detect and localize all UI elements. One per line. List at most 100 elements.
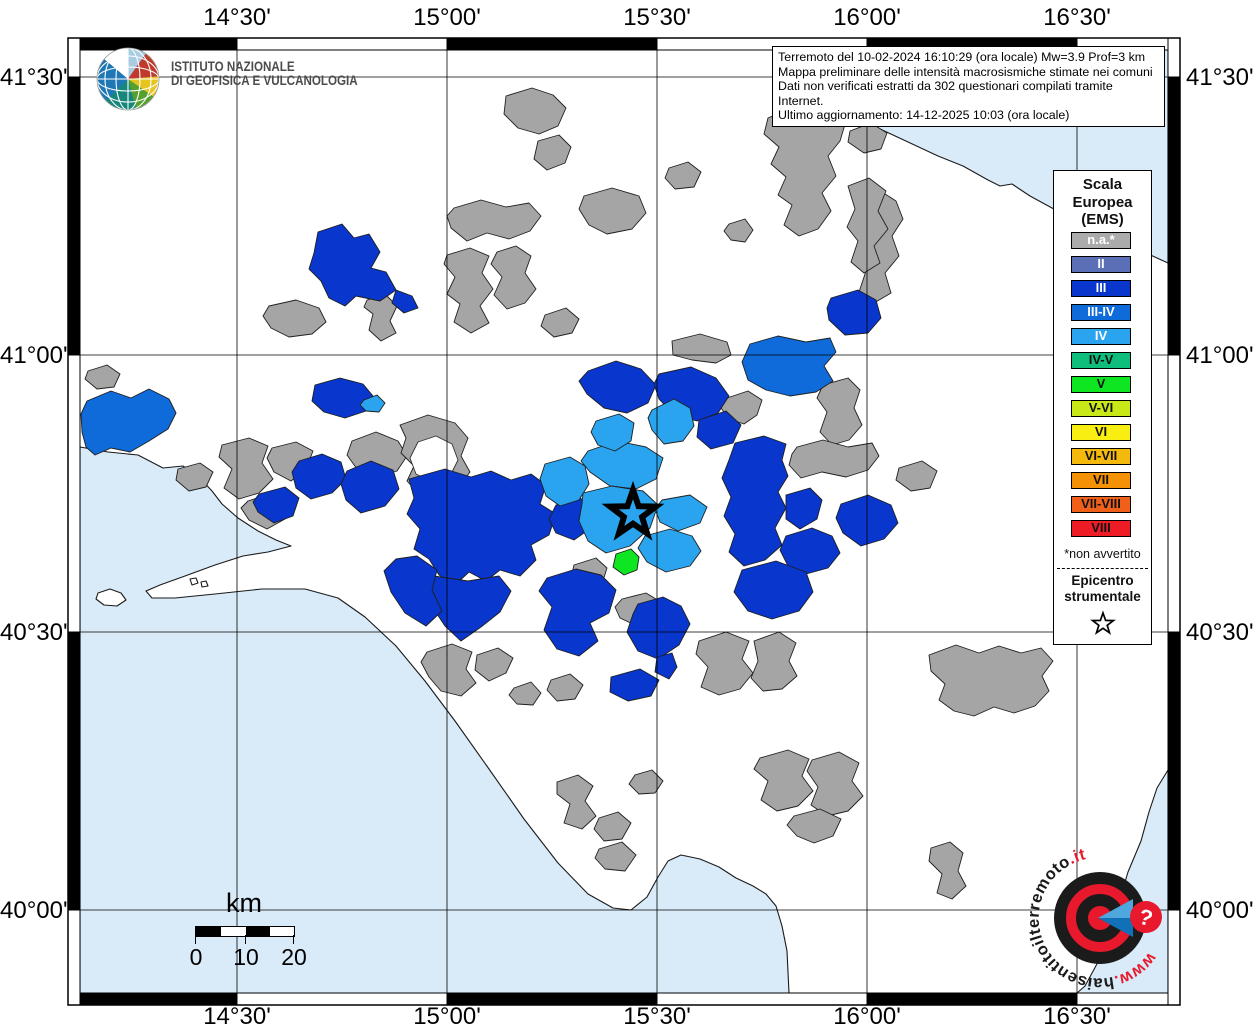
- muni-na: [806, 751, 864, 817]
- muni-na: [628, 769, 664, 795]
- scale-number: 20: [281, 944, 307, 970]
- muni-na: [786, 808, 842, 844]
- muni-iii: [291, 453, 347, 500]
- epicenter-star: [601, 480, 665, 541]
- x-axis-label-bottom: 16°00': [833, 1003, 901, 1024]
- muni-na: [594, 841, 637, 872]
- muni-iii: [538, 568, 617, 657]
- islet-1: [189, 577, 199, 586]
- y-axis-label-right: 40°30': [1186, 619, 1254, 646]
- legend-item-iii: III: [1054, 277, 1151, 301]
- frame-band: [67, 37, 81, 78]
- muni-na: [928, 841, 967, 900]
- muni-na: [503, 87, 567, 135]
- legend-item-v: V: [1054, 373, 1151, 397]
- ingv-globe-icon: [96, 47, 160, 111]
- muni-na: [218, 437, 274, 500]
- legend: Scala Europea (EMS) n.a.* II III III-IV IV IV…: [1053, 170, 1152, 645]
- question-mark: ?: [1136, 904, 1155, 932]
- legend-swatch: III: [1071, 279, 1131, 297]
- muni-na: [671, 333, 732, 364]
- x-axis-label-bottom: 14°30': [203, 1003, 271, 1024]
- legend-title-line: (EMS): [1081, 211, 1124, 228]
- muni-na: [508, 681, 542, 706]
- muni-iv: [359, 394, 386, 413]
- frame-band: [1167, 37, 1181, 78]
- x-axis-label-top: 15°30': [623, 4, 691, 31]
- muni-na: [846, 177, 889, 274]
- muni-na: [546, 673, 584, 702]
- y-axis-label-left: 41°00': [0, 342, 68, 369]
- legend-item-vii: VII: [1054, 469, 1151, 493]
- info-box: Terremoto del 10-02-2024 16:10:29 (ora l…: [772, 46, 1165, 127]
- muni-iii: [696, 410, 742, 450]
- muni-na: [84, 364, 121, 390]
- muni-na: [788, 439, 880, 479]
- frame-band: [1167, 354, 1181, 633]
- question-badge: [1130, 901, 1162, 933]
- frame-band: [67, 909, 81, 1006]
- legend-item-iv: IV: [1054, 325, 1151, 349]
- map-frame: [67, 37, 1181, 1006]
- epicenter-label-line: Epicentro: [1071, 572, 1134, 588]
- muni-na: [895, 460, 938, 492]
- legend-swatch: V: [1071, 375, 1131, 393]
- muni-na: [533, 134, 572, 171]
- scale-segment: [196, 927, 221, 936]
- muni-iii: [578, 360, 657, 414]
- muni-iv: [654, 494, 708, 532]
- muni-na: [443, 247, 494, 334]
- frame-band: [67, 354, 81, 633]
- legend-item-vii-viii: VII-VIII: [1054, 493, 1151, 517]
- legend-title-line: Europea: [1072, 193, 1133, 211]
- scale-tick: [293, 935, 295, 944]
- scale-tick: [245, 935, 247, 944]
- scale-number: 10: [233, 944, 259, 970]
- frame-band: [446, 37, 658, 51]
- frame-band: [67, 76, 81, 356]
- legend-item-ii: II: [1054, 253, 1151, 277]
- muni-iii: [626, 596, 691, 660]
- legend-swatch: III-IV: [1071, 303, 1131, 321]
- x-axis-label-top: 16°30': [1043, 4, 1111, 31]
- legend-swatch: II: [1071, 255, 1131, 273]
- info-line: Ultimo aggiornamento: 14-12-2025 10:03 (…: [778, 108, 1070, 123]
- legend-divider: [1057, 567, 1148, 569]
- haisentitoilterremoto-logo: ? www.haisentitoilterremoto.it: [1025, 845, 1162, 992]
- legend-item-iii-iv: III-IV: [1054, 301, 1151, 325]
- muni-na: [474, 647, 514, 682]
- ingv-name-line1: ISTITUTO NAZIONALE: [171, 59, 295, 74]
- legend-swatch: VI-VII: [1071, 447, 1131, 465]
- muni-iii: [308, 223, 397, 307]
- epicenter-star-icon: [1089, 609, 1116, 635]
- legend-swatch: VI: [1071, 423, 1131, 441]
- info-line: Dati non verificati estratti da 302 ques…: [778, 79, 1113, 108]
- muni-iii-iv: [741, 335, 837, 397]
- scale-number: 0: [189, 944, 203, 970]
- muni-na: [363, 294, 398, 342]
- muni-iii: [391, 289, 419, 314]
- island-capri: [95, 588, 127, 607]
- islet-2: [200, 580, 209, 588]
- muni-na: [556, 774, 597, 830]
- ingv-name: ISTITUTO NAZIONALE DI GEOFISICA E VULCAN…: [171, 60, 358, 87]
- legend-swatch: VIII: [1071, 519, 1131, 537]
- y-axis-label-right: 41°00': [1186, 342, 1254, 369]
- muni-na: [695, 631, 754, 696]
- legend-rows: n.a.* II III III-IV IV IV-V V V-VI VI VI-VII VII VI…: [1054, 229, 1151, 541]
- y-axis-label-left: 40°00': [0, 897, 68, 924]
- legend-title-line: Scala: [1082, 176, 1123, 193]
- muni-iv: [647, 398, 695, 445]
- muni-iii: [406, 468, 557, 586]
- muni-v: [612, 548, 640, 576]
- muni-na: [490, 245, 537, 310]
- legend-swatch: IV-V: [1071, 351, 1131, 369]
- legend-footnote: *non avvertito: [1064, 546, 1141, 561]
- muni-na: [753, 749, 814, 812]
- muni-iv: [590, 413, 635, 452]
- legend-item-vi-vii: VI-VII: [1054, 445, 1151, 469]
- legend-swatch: n.a.*: [1071, 231, 1131, 249]
- ingv-name-line2: DI GEOFISICA E VULCANOLOGIA: [171, 72, 358, 88]
- muni-iii: [779, 527, 841, 575]
